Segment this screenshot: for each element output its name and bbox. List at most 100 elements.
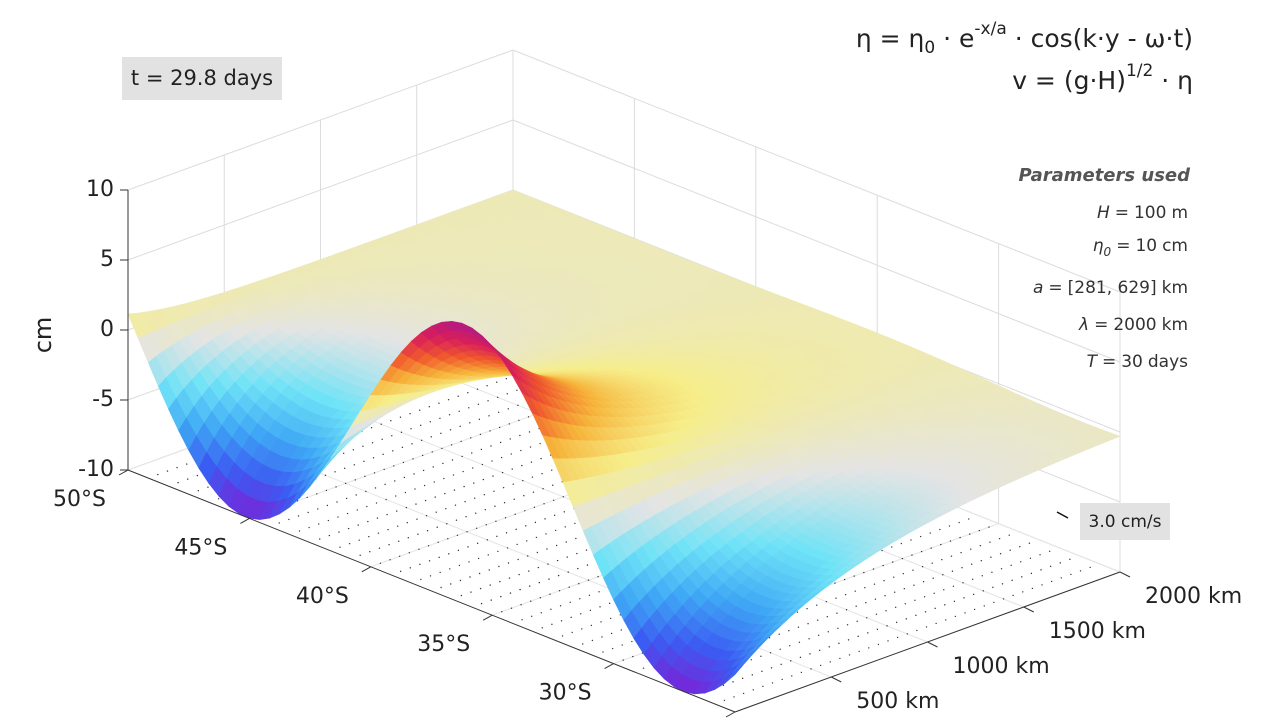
vector-dot: [177, 481, 179, 484]
vector-dot: [353, 464, 355, 466]
vector-dot: [345, 497, 348, 500]
vector-dot: [894, 606, 897, 608]
vector-dot: [544, 518, 546, 520]
vector-dot: [470, 591, 472, 593]
vector-dot: [428, 406, 431, 408]
vector-dot: [408, 552, 410, 554]
y-tick-label: 40°S: [296, 584, 349, 609]
vector-dot: [953, 600, 956, 603]
vector-dot: [384, 483, 386, 486]
vector-dot: [998, 537, 1001, 540]
vector-dot: [370, 427, 373, 429]
vector-dot: [555, 544, 558, 547]
parameter-equals: =: [1094, 315, 1108, 335]
equation-part: η = η: [856, 24, 925, 53]
vector-dot: [539, 597, 542, 599]
vector-dot: [923, 596, 926, 598]
vector-dot: [495, 520, 497, 522]
vector-dot: [476, 542, 479, 545]
vector-dot: [397, 525, 399, 527]
vector-dot: [978, 529, 981, 532]
vector-dot: [507, 408, 509, 410]
vector-dot: [857, 635, 859, 638]
vector-dot: [493, 490, 495, 492]
vector-dot: [356, 509, 358, 511]
vector-dot: [372, 457, 375, 459]
vector-dot: [863, 571, 865, 574]
vector-dot: [558, 590, 561, 592]
vector-dot: [478, 572, 481, 575]
vector-dot: [288, 518, 290, 521]
vector-dot: [915, 614, 917, 617]
vector-dot: [436, 526, 438, 528]
vector-dot: [496, 381, 498, 383]
vector-dot: [581, 628, 583, 630]
vector-dot: [913, 584, 915, 586]
vector-dot: [742, 692, 745, 695]
vector-dot: [891, 546, 893, 548]
vector-dot: [590, 624, 593, 627]
vector-dot: [425, 514, 428, 517]
vector-dot: [892, 561, 894, 563]
tick-mark: [604, 663, 614, 670]
vector-dot: [439, 417, 441, 419]
vector-dot: [518, 573, 520, 576]
vector-dot: [545, 533, 547, 535]
parameter-value: 10: [1135, 236, 1157, 256]
parameter-unit: days: [1148, 352, 1188, 372]
vector-dot: [964, 612, 966, 614]
vector-dot: [307, 511, 309, 514]
vector-dot: [469, 576, 471, 578]
vector-dot: [338, 531, 340, 533]
vector-dot: [456, 534, 459, 536]
vector-dot: [434, 496, 436, 498]
vector-dot: [419, 424, 422, 426]
vector-dot: [476, 388, 479, 390]
vector-dot: [335, 486, 337, 488]
vector-dot: [789, 645, 791, 647]
vector-dot: [446, 523, 448, 525]
vector-dot: [846, 624, 849, 626]
vector-dot: [347, 527, 350, 530]
vector-dot: [368, 535, 370, 538]
vector-dot: [491, 460, 493, 462]
vector-dot: [836, 612, 838, 614]
vector-dot: [511, 468, 513, 470]
vector-dot: [819, 664, 822, 667]
vector-dot: [943, 589, 945, 591]
vector-dot: [415, 503, 417, 505]
vector-dot: [1079, 570, 1082, 572]
vector-dot: [492, 475, 494, 477]
vector-dot: [601, 636, 603, 638]
vector-dot: [403, 476, 406, 479]
vector-dot: [471, 452, 473, 454]
vector-dot: [741, 677, 744, 680]
vector-dot: [816, 604, 818, 606]
vector-dot: [420, 439, 423, 442]
vector-dot: [970, 548, 972, 550]
vector-dot: [421, 454, 424, 457]
vector-dot: [798, 641, 801, 643]
vector-dot: [516, 389, 518, 391]
vector-dot: [367, 520, 369, 523]
vector-dot: [423, 484, 426, 487]
vector-dot: [477, 557, 480, 560]
vector-dot: [991, 571, 993, 573]
vector-dot: [468, 561, 470, 563]
vector-dot: [868, 647, 870, 649]
vector-dot: [864, 586, 866, 589]
vector-dot: [388, 544, 390, 546]
vector-dot: [642, 667, 645, 669]
vector-dot: [900, 542, 903, 545]
vector-dot: [427, 545, 430, 547]
vector-dot: [543, 503, 545, 505]
vector-dot: [337, 516, 339, 518]
vector-dot: [428, 560, 431, 562]
parameter-equals: =: [1115, 203, 1129, 223]
vector-dot: [1028, 542, 1031, 544]
equation-part: 1/2: [1126, 61, 1153, 81]
parameter-value: [281, 629]: [1068, 278, 1157, 298]
vector-dot: [835, 597, 837, 599]
vector-dot: [524, 510, 526, 512]
